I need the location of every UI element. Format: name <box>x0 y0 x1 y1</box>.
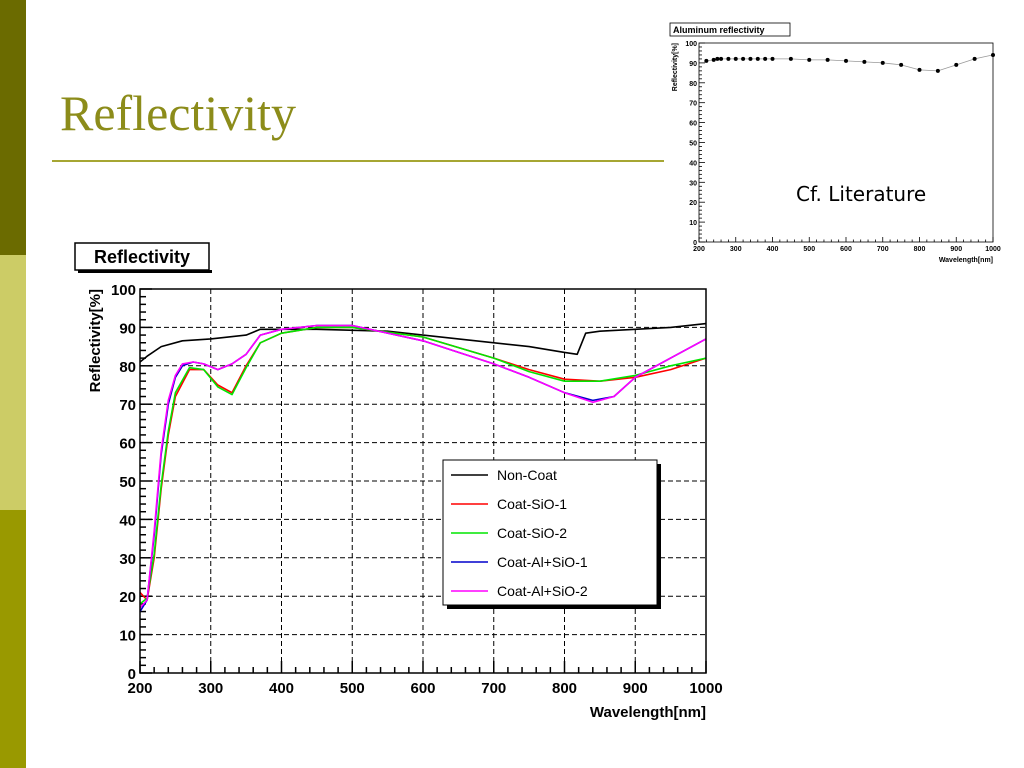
inset-data-point <box>719 56 724 61</box>
literature-note: Cf. Literature <box>796 182 927 206</box>
inset-data-point <box>733 56 738 61</box>
inset-data-point <box>711 57 716 62</box>
y-tick-label: 10 <box>119 628 136 645</box>
y-tick-label: 40 <box>119 512 136 529</box>
x-tick-label: 900 <box>623 680 648 697</box>
inset-y-tick-label: 0 <box>693 240 697 247</box>
y-tick-label: 50 <box>119 474 136 491</box>
inset-y-tick-label: 70 <box>689 101 697 108</box>
inset-data-point <box>726 56 731 61</box>
plot-frame <box>139 288 707 674</box>
y-tick-label: 20 <box>119 589 136 606</box>
x-tick-label: 600 <box>410 680 435 697</box>
x-tick-label: 1000 <box>689 680 722 697</box>
y-axis-title: Reflectivity[%] <box>87 289 104 392</box>
x-tick-label: 400 <box>269 680 294 697</box>
y-tick-label: 80 <box>119 359 136 376</box>
legend-label: Coat-Al+SiO-1 <box>497 554 588 570</box>
inset-y-tick-label: 50 <box>689 141 697 148</box>
inset-y-tick-label: 90 <box>689 61 697 68</box>
inset-data-point <box>972 56 977 61</box>
decor-bar-light <box>0 255 26 510</box>
inset-data-point <box>788 56 793 61</box>
chart-title-shadow <box>78 270 212 273</box>
inset-y-tick-label: 40 <box>689 160 697 167</box>
inset-data-point <box>741 56 746 61</box>
inset-data-point <box>917 67 922 72</box>
inset-data-point <box>770 56 775 61</box>
y-tick-label: 70 <box>119 397 136 414</box>
slide-title: Reflectivity <box>60 85 297 141</box>
x-tick-label: 300 <box>198 680 223 697</box>
inset-data-point <box>991 52 995 57</box>
legend-label: Non-Coat <box>497 467 557 483</box>
series-line-non-coat <box>139 322 707 363</box>
inset-title: Aluminum reflectivity <box>673 25 765 35</box>
inset-x-tick-label: 600 <box>840 246 852 253</box>
series-line-coat-al-sio-2 <box>139 324 707 609</box>
series-line-coat-sio-2 <box>139 326 707 605</box>
decor-bar-olive <box>0 510 26 768</box>
inset-data-point <box>748 56 753 61</box>
inset-y-axis-title: Reflectivity[%] <box>672 43 679 91</box>
inset-data-point <box>954 62 959 67</box>
x-tick-label: 800 <box>552 680 577 697</box>
inset-x-tick-label: 200 <box>693 246 705 253</box>
y-tick-label: 30 <box>119 551 136 568</box>
y-tick-label: 100 <box>111 282 136 299</box>
inset-x-tick-label: 700 <box>877 246 889 253</box>
inset-y-tick-label: 60 <box>689 121 697 128</box>
legend-label: Coat-Al+SiO-2 <box>497 583 588 599</box>
inset-background <box>668 18 1002 272</box>
inset-x-tick-label: 500 <box>803 246 815 253</box>
inset-x-tick-label: 1000 <box>985 246 1001 253</box>
legend-label: Coat-SiO-1 <box>497 496 567 512</box>
inset-data-point <box>755 56 760 61</box>
x-tick-label: 500 <box>340 680 365 697</box>
inset-data-point <box>763 56 768 61</box>
inset-x-tick-label: 400 <box>767 246 779 253</box>
x-tick-label: 200 <box>127 680 152 697</box>
inset-x-axis-title: Wavelength[nm] <box>939 257 993 264</box>
inset-data-point <box>704 58 709 63</box>
y-tick-label: 90 <box>119 320 136 337</box>
inset-data-point <box>825 57 830 62</box>
inset-data-point <box>899 62 904 67</box>
x-tick-label: 700 <box>481 680 506 697</box>
title-divider <box>52 160 664 162</box>
inset-data-point <box>715 56 720 61</box>
inset-y-tick-label: 80 <box>689 81 697 88</box>
inset-title-box <box>669 22 791 37</box>
x-axis-title: Wavelength[nm] <box>590 704 706 721</box>
inset-y-tick-label: 30 <box>689 180 697 187</box>
inset-data-point <box>880 60 885 65</box>
inset-y-tick-label: 10 <box>689 220 697 227</box>
y-tick-label: 60 <box>119 436 136 453</box>
inset-y-tick-label: 100 <box>685 41 697 48</box>
inset-data-point <box>807 57 812 62</box>
chart-title: Reflectivity <box>94 247 190 267</box>
decor-bar-dark <box>0 0 26 255</box>
y-tick-label: 0 <box>128 666 136 683</box>
inset-y-tick-label: 20 <box>689 200 697 207</box>
inset-data-point <box>862 59 867 64</box>
inset-x-tick-label: 300 <box>730 246 742 253</box>
inset-x-tick-label: 800 <box>914 246 926 253</box>
inset-x-tick-label: 900 <box>950 246 962 253</box>
inset-data-point <box>935 68 940 73</box>
inset-data-point <box>844 58 848 63</box>
legend-label: Coat-SiO-2 <box>497 525 567 541</box>
